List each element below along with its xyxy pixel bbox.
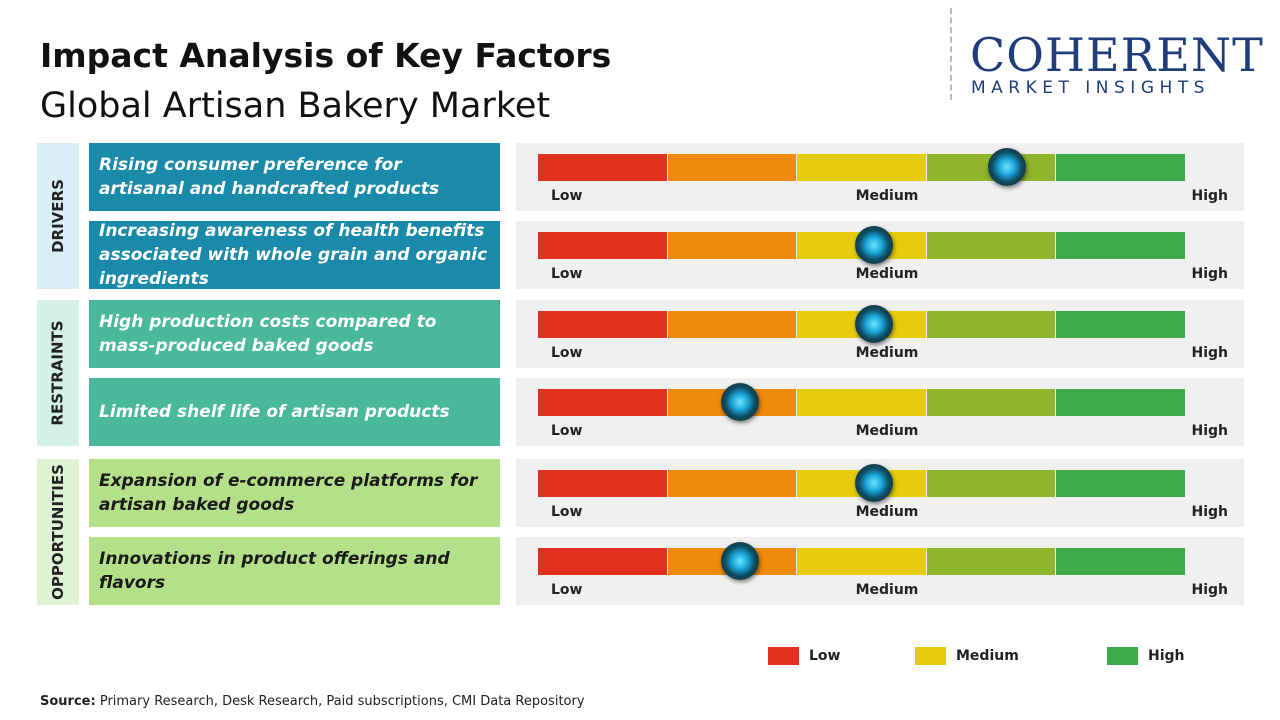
scale-segment <box>538 470 667 497</box>
legend-swatch <box>768 647 799 665</box>
impact-knob <box>854 464 893 502</box>
factor-text: Expansion of e-commerce platforms for ar… <box>89 459 500 527</box>
scale-medium: Medium <box>855 582 919 598</box>
scale-segment <box>667 232 797 259</box>
group-name: RESTRAINTS <box>49 320 68 426</box>
scale-segment <box>1056 232 1185 259</box>
scale-segment <box>1056 389 1185 416</box>
scale-segment <box>1056 548 1185 575</box>
scale-segment <box>538 389 667 416</box>
scale-high: High <box>1191 582 1228 598</box>
scale-high: High <box>1191 423 1228 439</box>
scale-segment <box>667 470 797 497</box>
legend-swatch <box>915 647 946 665</box>
scale-medium: Medium <box>855 266 919 282</box>
subtitle: Global Artisan Bakery Market <box>40 86 551 126</box>
group-side: OPPORTUNITIES <box>37 459 79 605</box>
scale-high: High <box>1191 188 1228 204</box>
group-name: OPPORTUNITIES <box>49 464 67 600</box>
scale-medium: Medium <box>855 345 919 361</box>
scale-high: High <box>1191 266 1228 282</box>
source-label: Source: <box>40 694 96 709</box>
scale-segment <box>1056 154 1185 181</box>
scale-segment <box>926 470 1056 497</box>
title: Impact Analysis of Key Factors <box>40 36 612 75</box>
logo-tagline: MARKET INSIGHTS <box>971 78 1210 98</box>
scale-segment <box>797 154 926 181</box>
group-name: DRIVERS <box>49 179 68 253</box>
scale-high: High <box>1191 504 1228 520</box>
source-text: Primary Research, Desk Research, Paid su… <box>99 694 585 709</box>
scale-low: Low <box>551 188 583 204</box>
scale-segment <box>926 389 1056 416</box>
scale-segment <box>926 232 1056 259</box>
impact-knob <box>721 542 760 580</box>
scale-segment <box>797 548 926 575</box>
scale-segment <box>1056 470 1185 497</box>
factor-text: Limited shelf life of artisan products <box>89 378 500 446</box>
factor-text: Increasing awareness of health benefits … <box>89 221 500 289</box>
impact-knob <box>721 383 760 421</box>
factor-text: Rising consumer preference for artisanal… <box>89 143 500 211</box>
factor-text: High production costs compared to mass-p… <box>89 300 500 368</box>
scale-segment <box>926 548 1056 575</box>
scale-segment <box>538 154 667 181</box>
divider <box>950 8 952 100</box>
scale-segment <box>667 311 797 338</box>
scale-segment <box>667 154 797 181</box>
group-side: RESTRAINTS <box>37 300 79 446</box>
scale-medium: Medium <box>855 188 919 204</box>
scale-segment <box>797 389 926 416</box>
scale-low: Low <box>551 582 583 598</box>
factor-text: Innovations in product offerings and fla… <box>89 537 500 605</box>
scale-low: Low <box>551 504 583 520</box>
scale-low: Low <box>551 423 583 439</box>
impact-knob <box>854 305 893 343</box>
source: Source: Primary Research, Desk Research,… <box>40 694 585 709</box>
scale-low: Low <box>551 266 583 282</box>
scale-high: High <box>1191 345 1228 361</box>
legend-label: High <box>1148 648 1185 664</box>
impact-knob <box>988 148 1027 186</box>
legend-swatch <box>1107 647 1138 665</box>
scale-medium: Medium <box>855 504 919 520</box>
scale-segment <box>538 232 667 259</box>
scale-segment <box>926 311 1056 338</box>
scale-segment <box>538 548 667 575</box>
scale-low: Low <box>551 345 583 361</box>
logo-name: COHERENT <box>970 28 1264 82</box>
scale-segment <box>1056 311 1185 338</box>
impact-knob <box>854 226 893 264</box>
scale-segment <box>538 311 667 338</box>
legend-label: Low <box>809 648 841 664</box>
group-side: DRIVERS <box>37 143 79 289</box>
legend-label: Medium <box>956 648 1019 664</box>
scale-medium: Medium <box>855 423 919 439</box>
